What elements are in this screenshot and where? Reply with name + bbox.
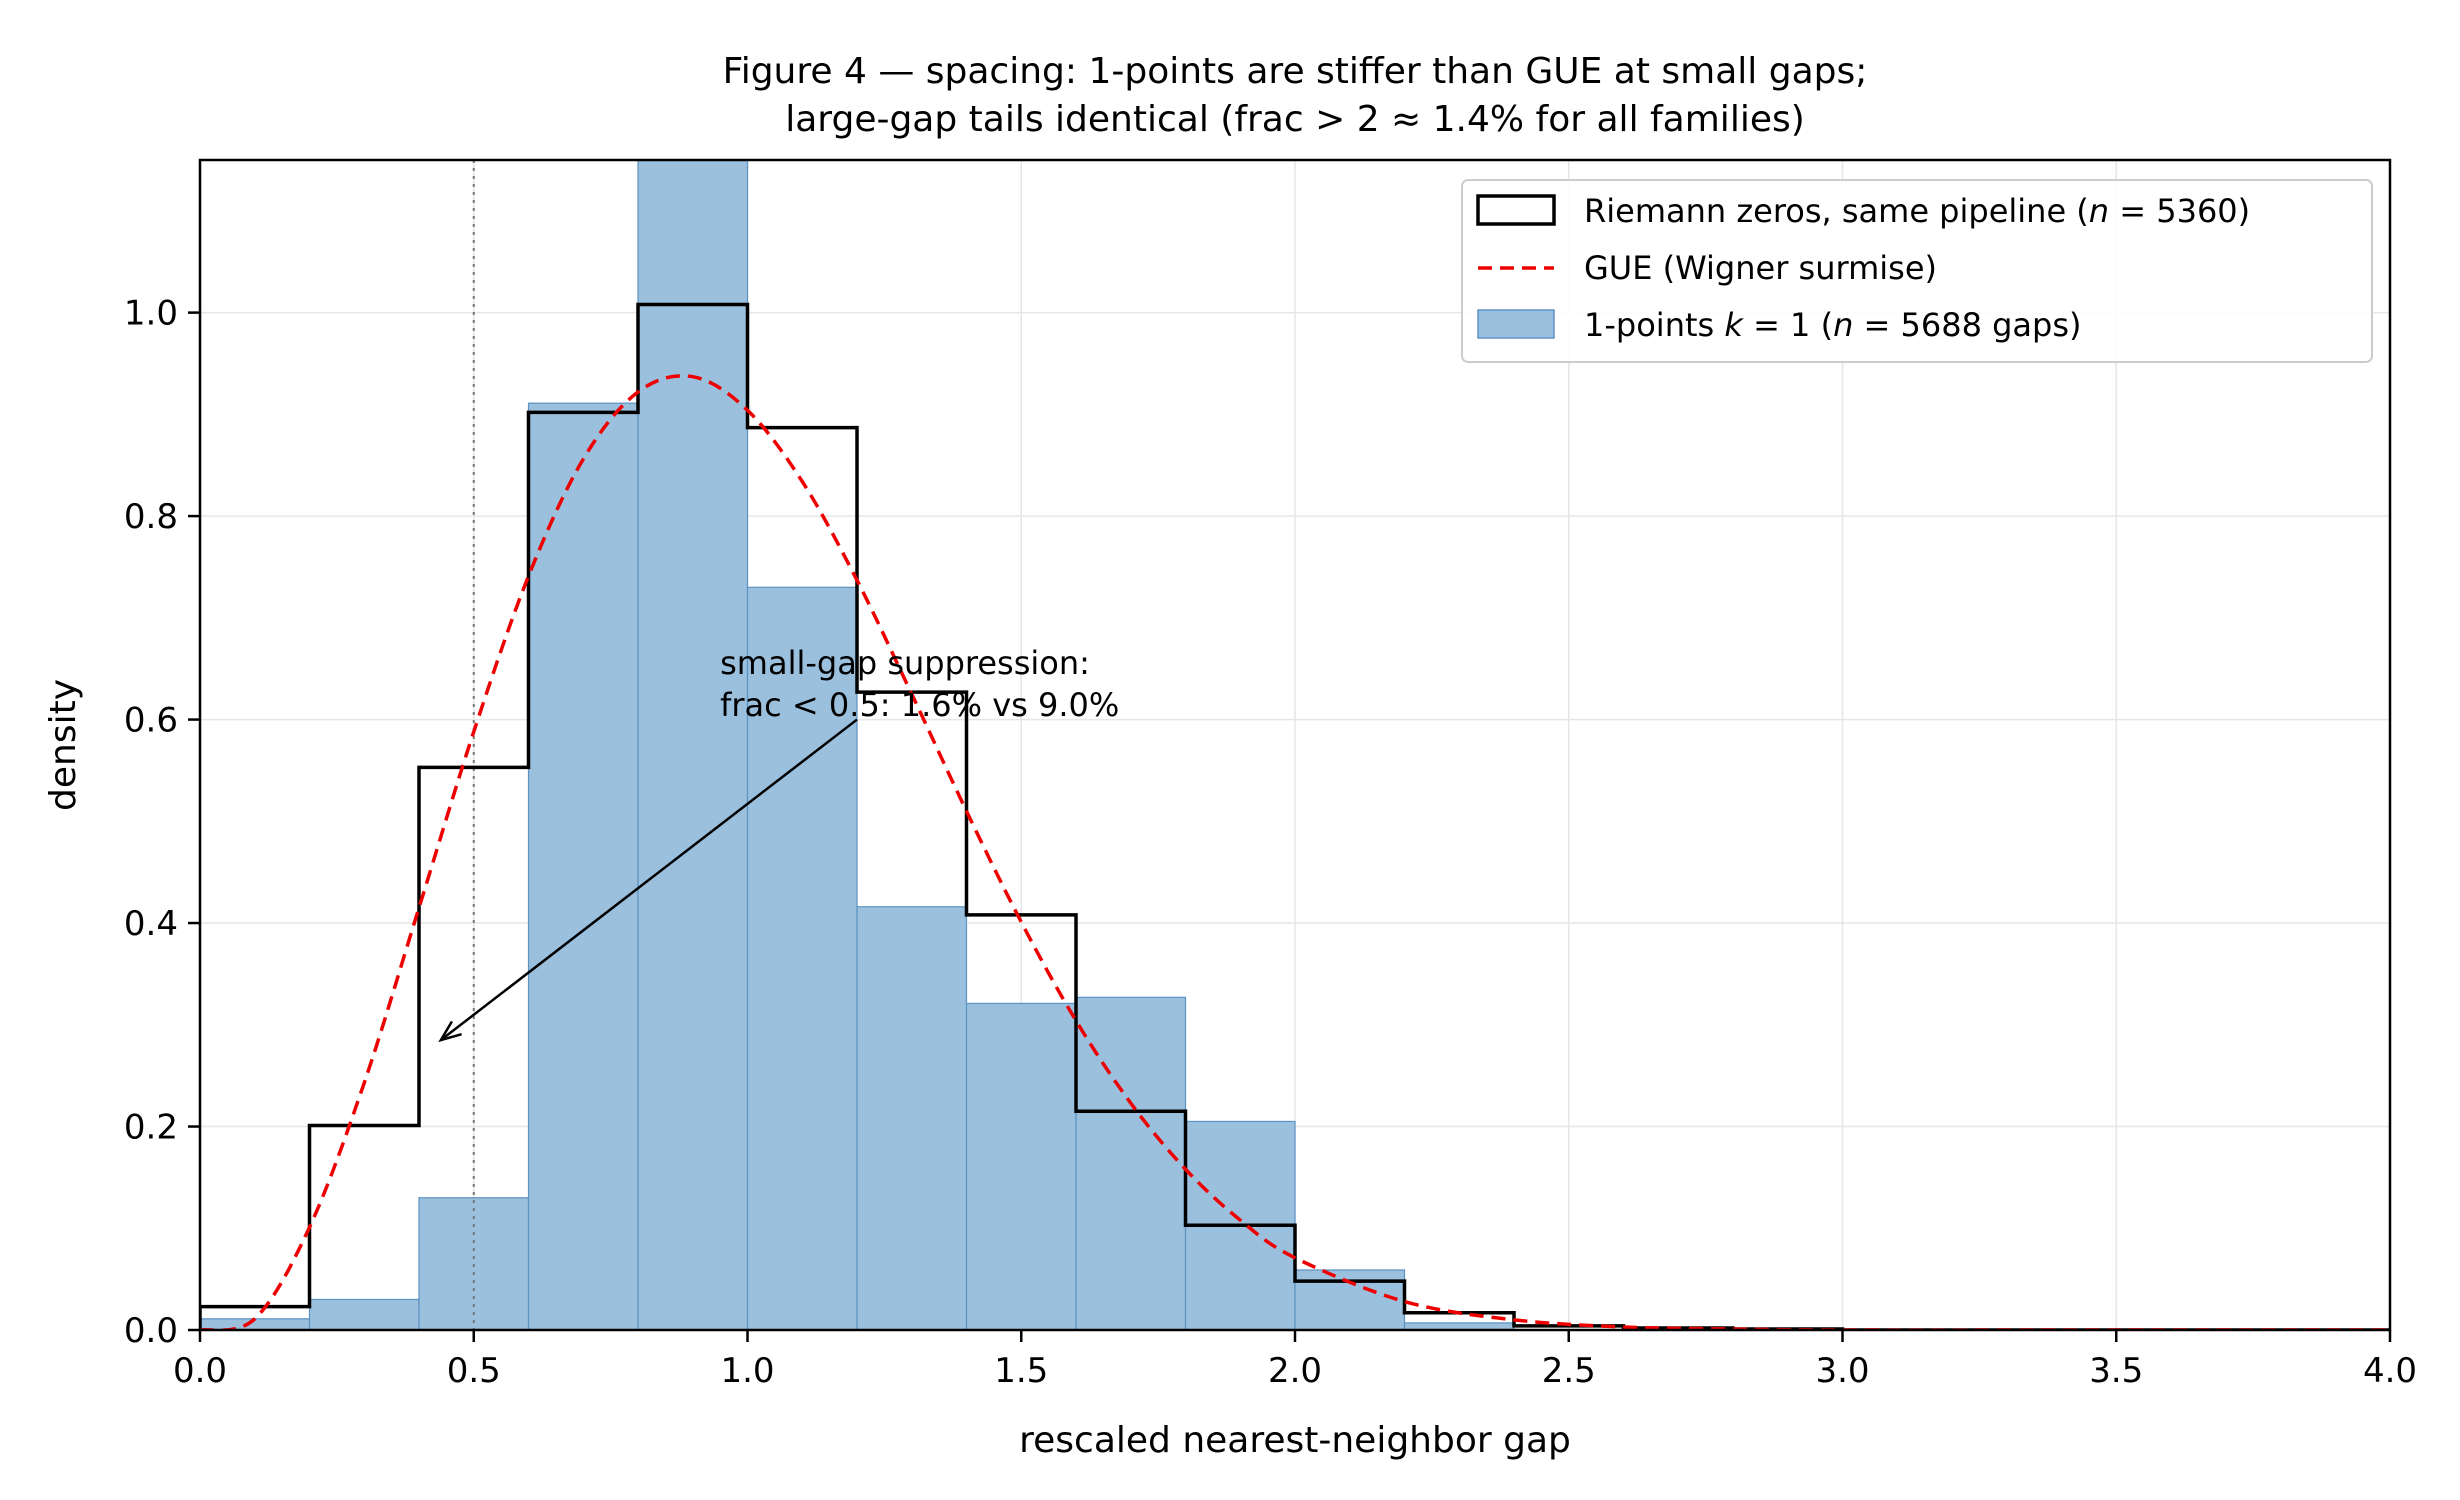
legend-swatch-one-points xyxy=(1477,309,1555,339)
y-tick-label-4: 0.8 xyxy=(124,497,178,537)
y-axis-ticks: 0.0 0.2 0.4 0.6 0.8 1.0 xyxy=(124,294,200,1351)
bar-one-points-4 xyxy=(637,160,749,1330)
gue-wigner-curve xyxy=(200,374,2390,1330)
annotation-arrow xyxy=(438,718,858,1043)
y-axis-label: density xyxy=(43,679,84,811)
y-tick-label-2: 0.4 xyxy=(124,904,178,944)
bar-one-points-2 xyxy=(418,1197,530,1330)
x-tick-label-8: 4.0 xyxy=(2363,1351,2417,1391)
chart-title-line-1: Figure 4 — spacing: 1-points are stiffer… xyxy=(723,51,1868,92)
bar-one-points-7 xyxy=(965,1002,1077,1330)
x-tick-label-0: 0.0 xyxy=(173,1351,227,1391)
bar-one-points-5 xyxy=(746,586,858,1330)
annotation-line-1: small-gap suppression: xyxy=(720,644,1090,682)
legend-label-gue: GUE (Wigner surmise) xyxy=(1584,249,1937,287)
legend-label-riemann: Riemann zeros, same pipeline (n = 5360) xyxy=(1584,192,2250,230)
chart-title-line-2: large-gap tails identical (frac > 2 ≈ 1.… xyxy=(785,99,1805,140)
y-tick-label-0: 0.0 xyxy=(124,1311,178,1351)
legend-swatch-riemann xyxy=(1476,194,1556,226)
x-axis-label: rescaled nearest-neighbor gap xyxy=(1019,1420,1571,1461)
x-tick-label-1: 0.5 xyxy=(447,1351,501,1391)
y-tick-label-3: 0.6 xyxy=(124,701,178,741)
y-tick-label-5: 1.0 xyxy=(124,294,178,334)
bar-one-points-6 xyxy=(856,906,968,1330)
x-tick-label-7: 3.5 xyxy=(2089,1351,2143,1391)
one-points-histogram xyxy=(200,160,1515,1330)
bar-one-points-3 xyxy=(527,402,639,1330)
legend-frame xyxy=(1461,179,2373,363)
x-tick-label-6: 3.0 xyxy=(1815,1351,1869,1391)
legend-label-one-points: 1-points k = 1 (n = 5688 gaps) xyxy=(1584,306,2082,344)
legend: Riemann zeros, same pipeline (n = 5360) … xyxy=(1461,179,2373,363)
y-tick-label-1: 0.2 xyxy=(124,1108,178,1148)
x-axis-ticks: 0.0 0.5 1.0 1.5 2.0 2.5 3.0 3.5 4.0 xyxy=(173,1330,2417,1391)
x-tick-label-3: 1.5 xyxy=(994,1351,1048,1391)
x-tick-label-2: 1.0 xyxy=(720,1351,774,1391)
bar-one-points-1 xyxy=(308,1298,420,1330)
x-tick-label-5: 2.5 xyxy=(1542,1351,1596,1391)
annotation: small-gap suppression: frac < 0.5: 1.6% … xyxy=(438,644,1119,1043)
bar-one-points-10 xyxy=(1294,1269,1406,1330)
x-tick-label-4: 2.0 xyxy=(1268,1351,1322,1391)
annotation-line-2: frac < 0.5: 1.6% vs 9.0% xyxy=(720,686,1119,724)
